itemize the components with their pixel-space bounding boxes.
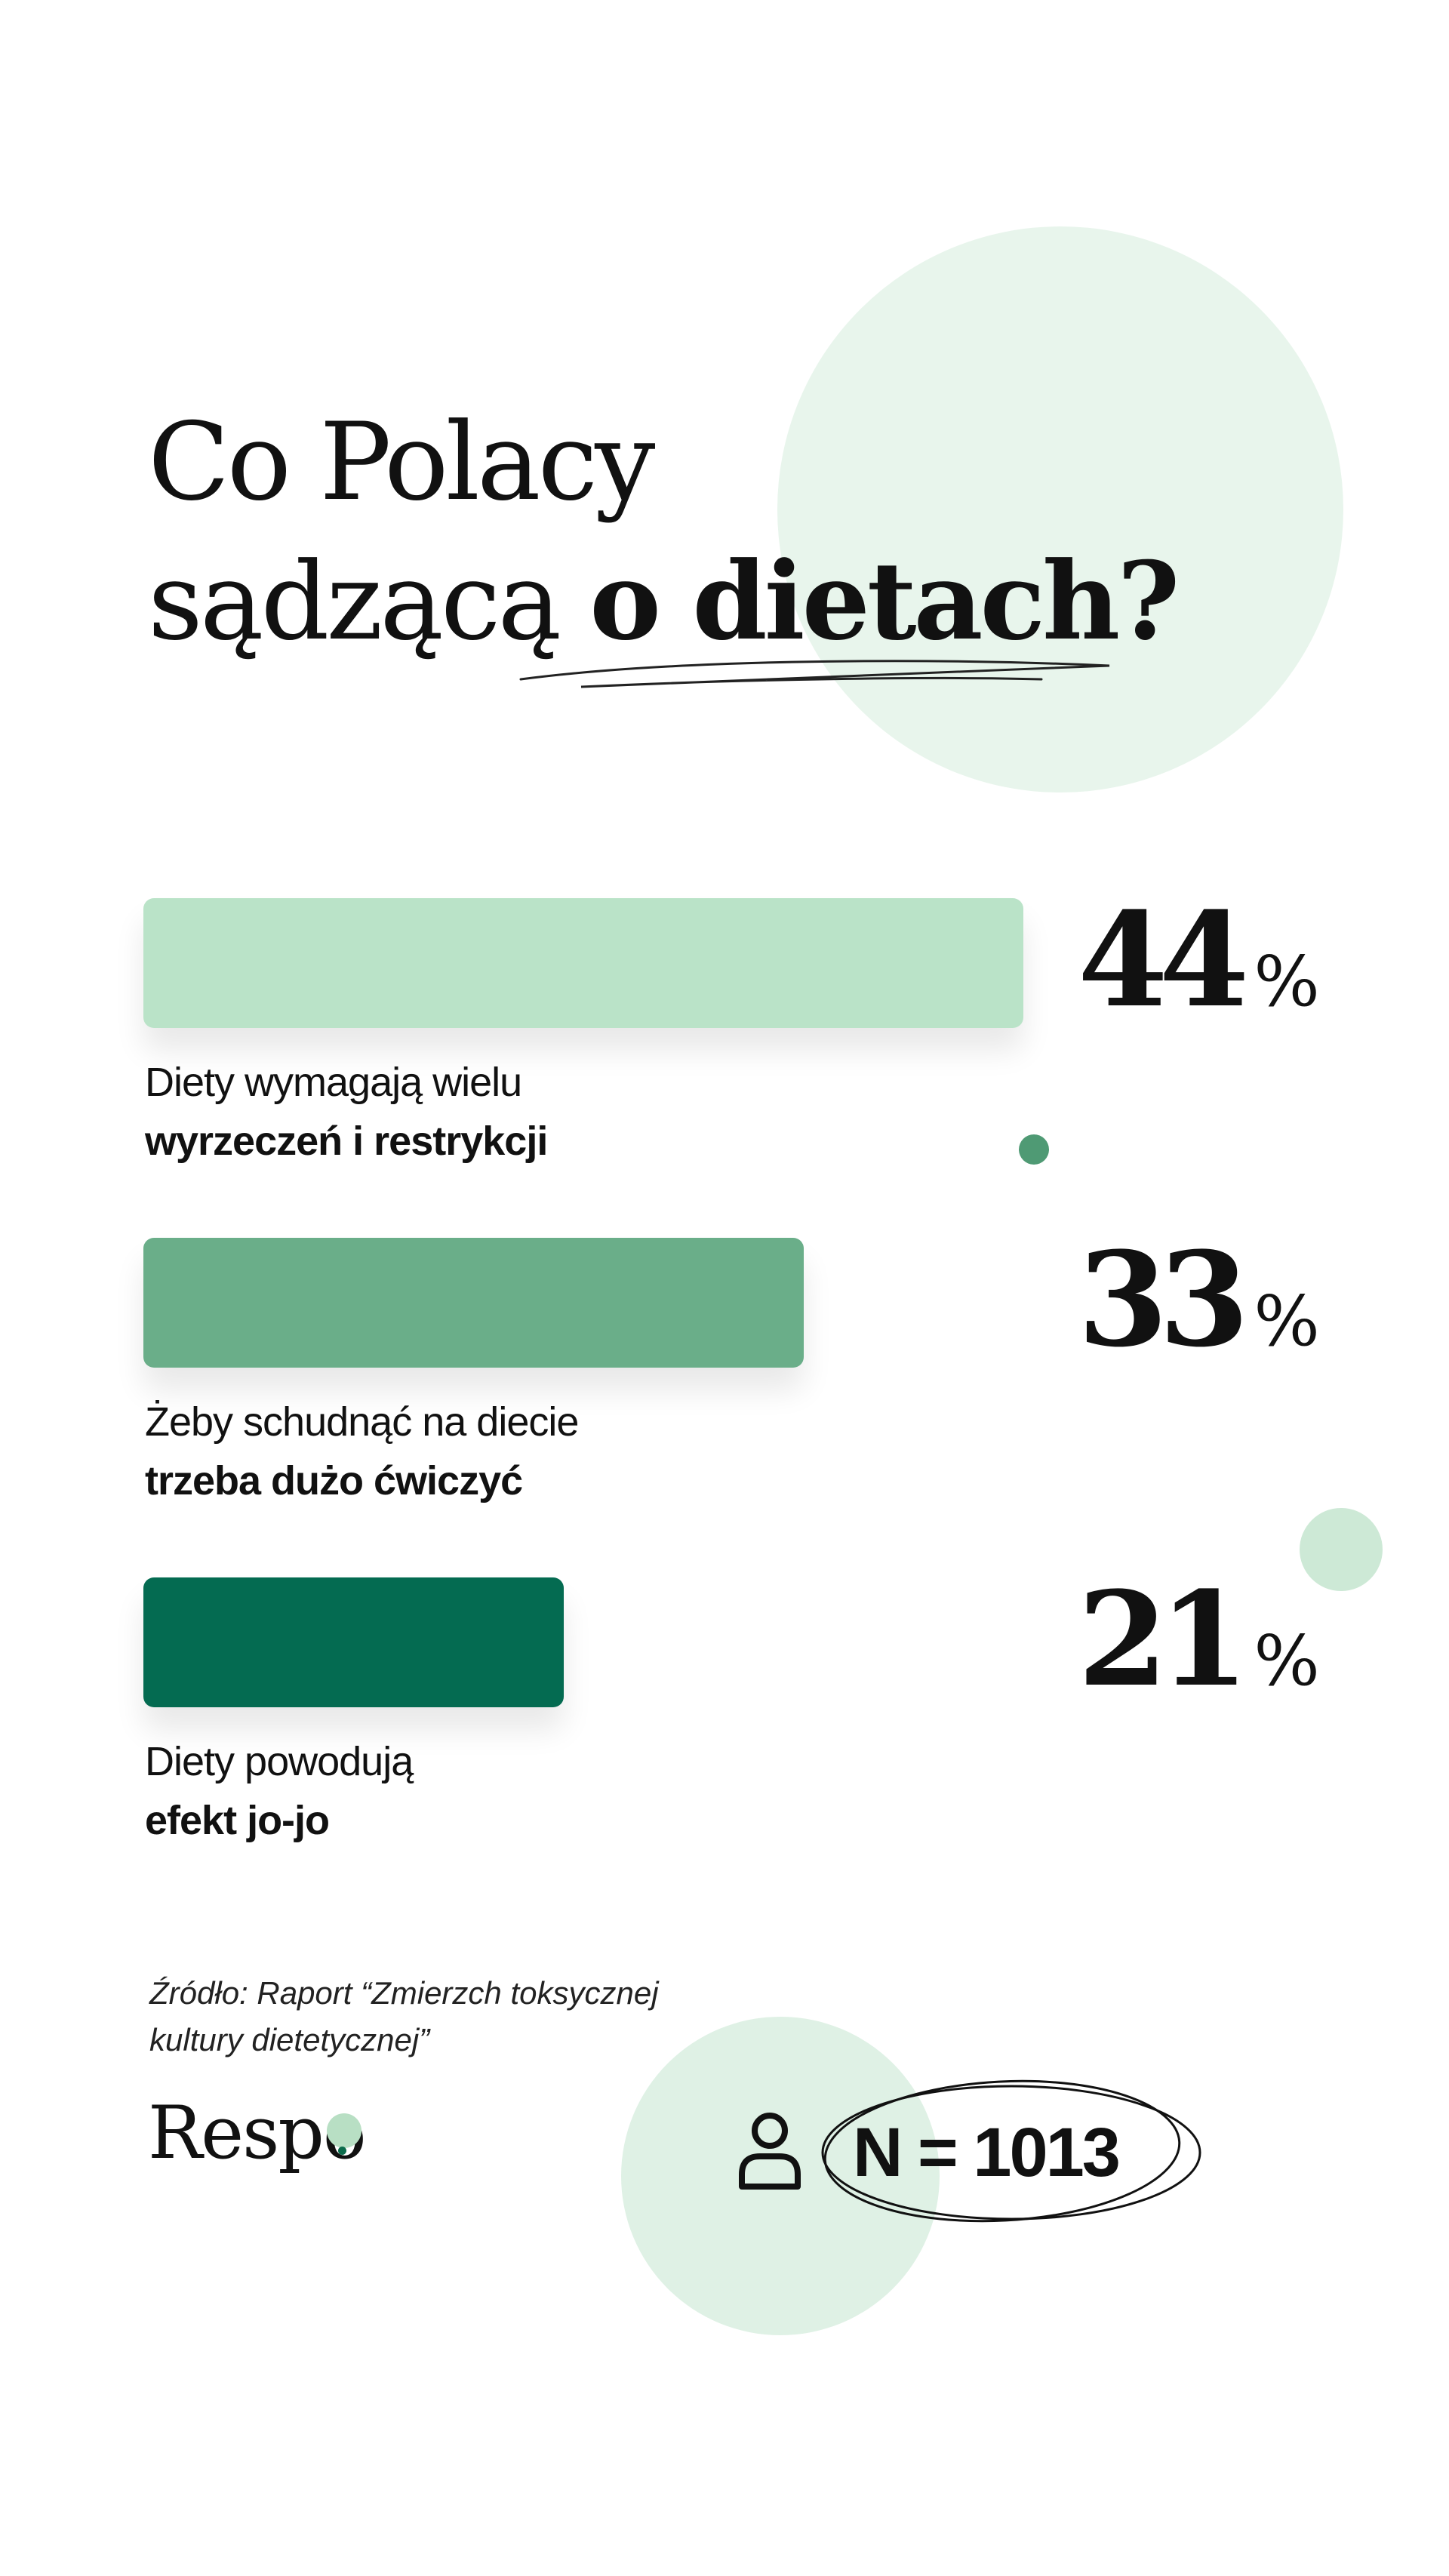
title-line1: Co Polacy bbox=[148, 400, 655, 525]
sample-size: N = 1013 bbox=[853, 2114, 1121, 2191]
category-label-2: Żeby schudnąć na diecie trzeba dużo ćwicz… bbox=[145, 1393, 579, 1510]
data-label-3: 21% bbox=[1078, 1562, 1320, 1716]
bar-1 bbox=[143, 898, 1023, 1028]
data-label-unit: % bbox=[1254, 1281, 1320, 1362]
category-label-line1: Diety wymagają wielu bbox=[145, 1060, 522, 1105]
bar-2 bbox=[143, 1238, 804, 1368]
category-label-1: Diety wymagają wielu wyrzeczeń i restrykc… bbox=[145, 1053, 548, 1171]
data-label-2: 33% bbox=[1078, 1223, 1320, 1376]
source-note: Źródło: Raport “Zmierzch toksycznej kult… bbox=[149, 1975, 659, 2057]
data-label-value: 44 bbox=[1078, 883, 1249, 1036]
decor-circle-large bbox=[777, 226, 1343, 792]
data-label-unit: % bbox=[1254, 1620, 1320, 1701]
respo-logo: Respo bbox=[148, 2091, 367, 2175]
title-underline-scribble bbox=[519, 660, 1110, 688]
decor-dot-small bbox=[1019, 1134, 1049, 1165]
decor-circle-bottom bbox=[621, 2017, 940, 2335]
data-label-unit: % bbox=[1254, 941, 1320, 1022]
category-label-line2: efekt jo-jo bbox=[145, 1798, 330, 1843]
sample-size-scribble bbox=[821, 2079, 1201, 2223]
bar-3 bbox=[143, 1577, 564, 1707]
logo-dot-icon bbox=[327, 2113, 361, 2148]
user-icon bbox=[739, 2113, 801, 2190]
decor-dot-medium bbox=[1300, 1508, 1383, 1591]
data-label-value: 21 bbox=[1078, 1562, 1249, 1716]
title-line2-regular: sądzącą bbox=[148, 540, 561, 664]
data-label-value: 33 bbox=[1078, 1223, 1249, 1376]
category-label-line1: Żeby schudnąć na diecie bbox=[145, 1399, 579, 1445]
data-label-1: 44% bbox=[1078, 883, 1320, 1036]
title-line2-bold: o dietach? bbox=[589, 539, 1180, 664]
category-label-line2: trzeba dużo ćwiczyć bbox=[145, 1458, 523, 1503]
logo-dot-accent bbox=[338, 2147, 346, 2155]
category-label-line1: Diety powodują bbox=[145, 1739, 414, 1784]
page-title: Co Polacy sądzącą o dietach? bbox=[148, 392, 1180, 672]
category-label-3: Diety powodują efekt jo-jo bbox=[145, 1732, 414, 1850]
category-label-line2: wyrzeczeń i restrykcji bbox=[145, 1119, 548, 1164]
